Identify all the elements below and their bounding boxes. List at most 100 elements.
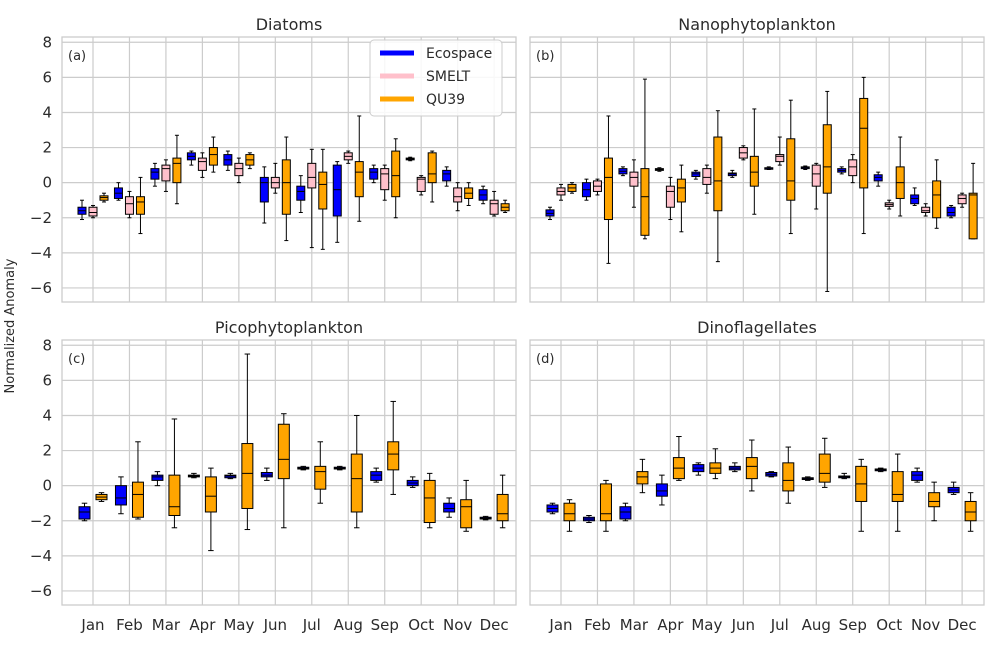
box-qu39-feb	[599, 479, 612, 532]
x-tick-label: Sep	[839, 616, 867, 634]
box-qu39-may	[709, 448, 722, 480]
box-ecospace-feb	[581, 178, 591, 201]
box-ecospace-dec	[479, 515, 492, 521]
y-tick-label: −2	[30, 209, 52, 227]
x-tick-label: Jul	[302, 616, 321, 634]
box-iqr	[307, 162, 317, 189]
box-ecospace-aug	[332, 161, 342, 243]
box-qu39-jun	[745, 439, 758, 492]
box-iqr	[314, 465, 327, 490]
y-tick-label: 8	[42, 336, 52, 354]
box-qu39-jan	[563, 499, 576, 532]
box-smelt-sep	[380, 164, 390, 201]
box-smelt-jan	[88, 204, 98, 219]
box-smelt-may	[234, 157, 244, 184]
box-iqr	[496, 493, 509, 522]
box-ecospace-aug	[800, 165, 810, 170]
box-iqr	[168, 474, 181, 516]
box-qu39-feb	[131, 441, 144, 520]
x-tick-label: Jun	[731, 616, 755, 634]
box-qu39-may	[241, 353, 254, 531]
box-qu39-nov	[928, 481, 941, 522]
box-smelt-nov	[453, 182, 463, 212]
box-qu39-dec	[968, 162, 978, 240]
box-ecospace-feb	[114, 476, 127, 515]
box-iqr	[204, 476, 217, 513]
box-ecospace-may	[224, 472, 237, 480]
panel-picophytoplankton: −6 −4 −2 0 2 4 6 8 Jan Feb Mar Apr May Jun Jul Aug Sep Oc…	[30, 318, 517, 634]
box-iqr	[822, 124, 832, 194]
box-ecospace-mar	[619, 502, 632, 522]
y-tick-label: −4	[30, 244, 52, 262]
box-smelt-apr	[665, 176, 675, 221]
y-tick-label: 6	[42, 371, 52, 389]
box-iqr	[332, 164, 342, 217]
box-iqr	[713, 136, 723, 212]
box-ecospace-mar	[150, 162, 160, 187]
panel-title: Diatoms	[256, 15, 323, 34]
box-iqr	[460, 499, 473, 529]
box-iqr	[891, 471, 904, 502]
box-qu39-nov	[460, 479, 473, 532]
box-iqr	[208, 147, 218, 166]
box-iqr	[281, 159, 291, 215]
box-smelt-oct	[416, 175, 426, 196]
box-qu39-oct	[891, 453, 904, 532]
box-iqr	[619, 506, 632, 520]
box-smelt-jan	[556, 183, 566, 201]
x-tick-label: Dec	[948, 616, 977, 634]
x-tick-label: Aug	[802, 616, 831, 634]
box-qu39-nov	[464, 182, 474, 206]
legend-item-ecospace: Ecospace	[380, 46, 492, 62]
box-iqr	[150, 168, 160, 180]
box-ecospace-jan	[78, 502, 91, 522]
y-tick-label: 4	[42, 103, 52, 121]
box-iqr	[277, 423, 290, 480]
y-tick-label: 6	[42, 68, 52, 86]
plot-frame	[61, 36, 517, 303]
box-ecospace-mar	[151, 471, 164, 487]
box-iqr	[910, 194, 920, 205]
box-qu39-may	[713, 110, 723, 263]
box-qu39-aug	[354, 115, 364, 222]
box-qu39-jan	[567, 182, 577, 194]
box-ecospace-mar	[618, 166, 628, 177]
box-qu39-apr	[204, 467, 217, 552]
panel-title: Dinoflagellates	[697, 318, 817, 337]
x-tick-label: Jul	[770, 616, 789, 634]
box-smelt-dec	[489, 190, 499, 217]
box-iqr	[599, 483, 612, 522]
box-smelt-jul	[775, 136, 785, 166]
x-tick-label: Jan	[548, 616, 572, 634]
y-tick-label: −6	[30, 279, 52, 297]
panel-title: Nanophytoplankton	[678, 15, 836, 34]
legend-item-qu39: QU39	[380, 92, 465, 108]
box-iqr	[665, 185, 675, 208]
box-iqr	[296, 185, 306, 201]
box-iqr	[318, 171, 328, 210]
box-iqr	[135, 196, 145, 215]
box-ecospace-jul	[297, 465, 310, 471]
box-iqr	[911, 471, 924, 481]
box-ecospace-jan	[77, 199, 87, 221]
box-iqr	[354, 161, 364, 198]
box-ecospace-oct	[873, 171, 883, 187]
box-smelt-oct	[884, 199, 894, 210]
box-iqr	[859, 97, 869, 189]
box-qu39-feb	[135, 176, 145, 235]
box-iqr	[427, 152, 437, 184]
box-smelt-mar	[161, 159, 171, 192]
box-iqr	[749, 155, 759, 187]
box-ecospace-nov	[443, 497, 456, 518]
x-tick-label: Apr	[189, 616, 216, 634]
box-ecospace-sep	[838, 472, 851, 480]
box-iqr	[946, 206, 956, 217]
x-tick-label: Feb	[584, 616, 611, 634]
box-iqr	[259, 176, 269, 203]
box-ecospace-feb	[113, 182, 123, 201]
box-ecospace-aug	[801, 476, 814, 481]
legend-item-smelt: SMELT	[380, 69, 471, 85]
box-ecospace-feb	[582, 514, 595, 524]
x-tick-label: May	[223, 616, 254, 634]
